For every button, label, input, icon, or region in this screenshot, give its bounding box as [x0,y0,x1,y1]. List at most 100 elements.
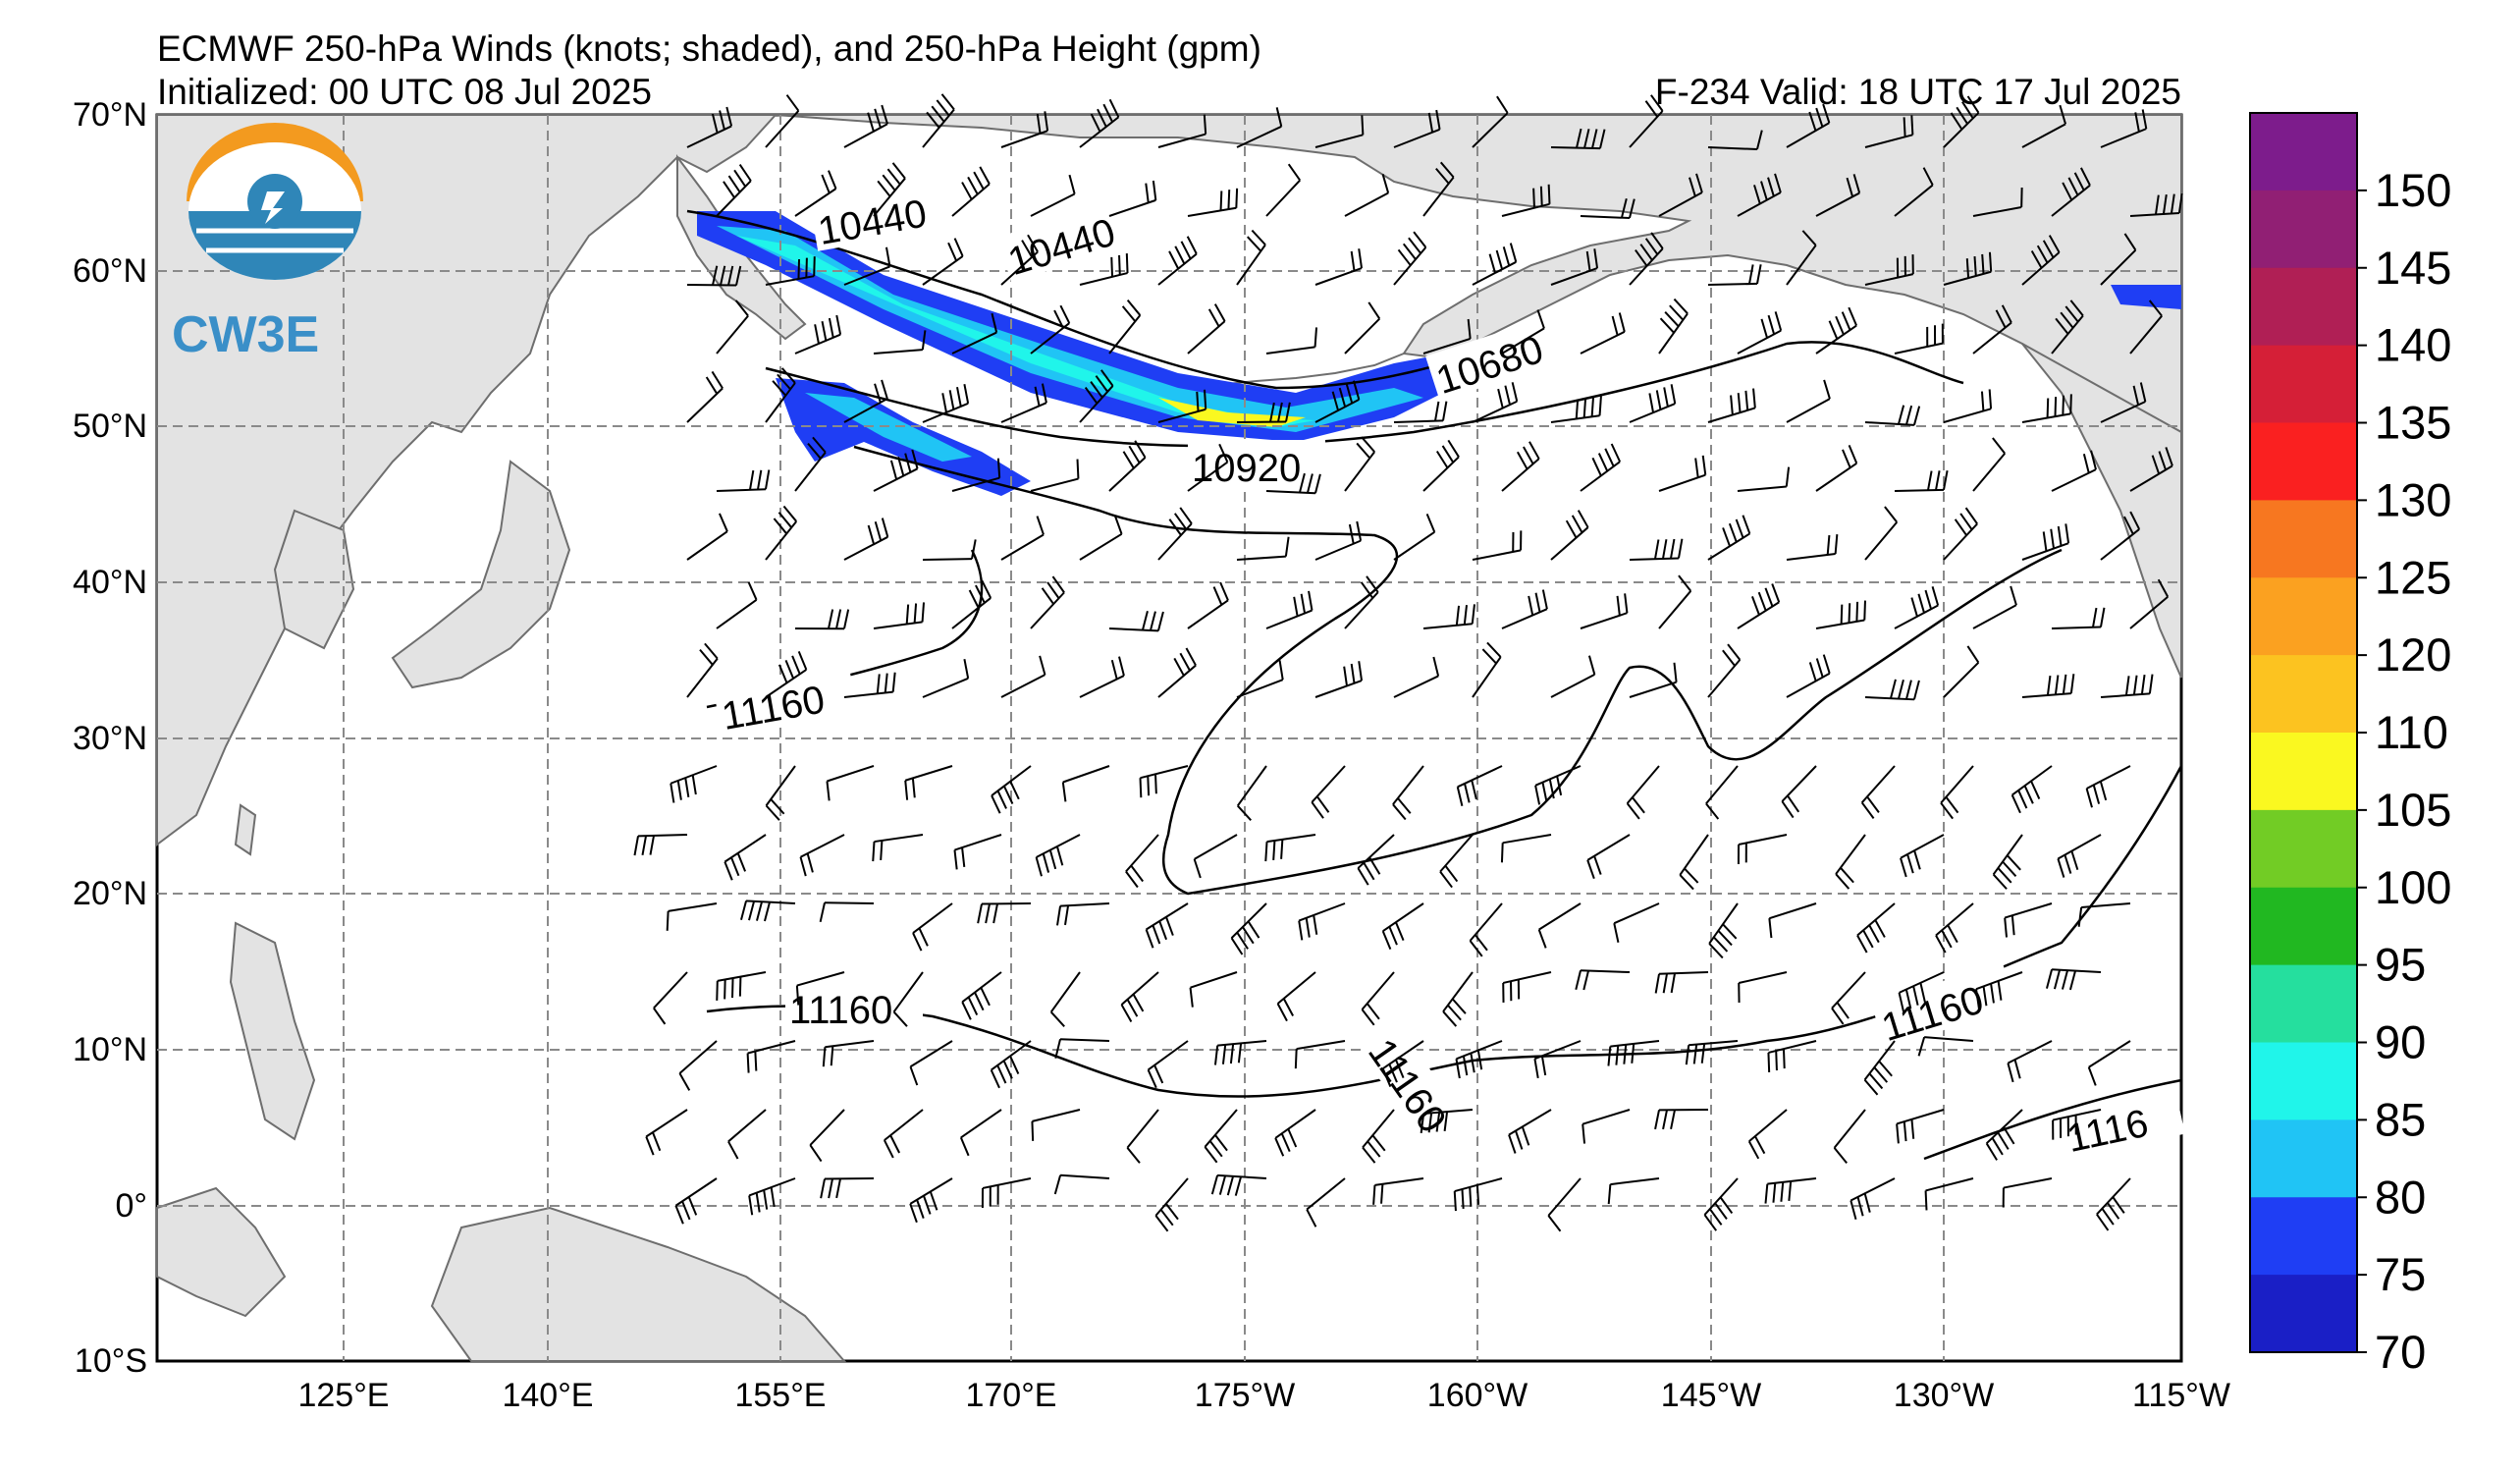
wind-barb [1125,834,1159,889]
wind-barb [843,246,891,286]
colorbar-band [2250,733,2357,811]
wind-barb [1344,575,1379,629]
wind-barb [1658,574,1692,629]
wind-barb [873,449,919,492]
gridlines [157,115,2181,1361]
wind-barb [795,971,845,1006]
wind-barb [1000,234,1039,286]
wind-barb [2051,450,2097,492]
wind-shading [697,211,2181,496]
wind-barb [2002,1177,2053,1208]
wind-barb [2085,765,2131,808]
wind-barb [1157,647,1197,698]
wind-barb [716,581,758,629]
wind-barb [1157,236,1198,286]
colorbar-band [2250,190,2357,269]
wind-barb [1550,248,1599,286]
wind-barb [1000,655,1046,698]
lat-labels: 70°N 60°N 50°N 40°N 30°N 20°N 10°N 0° 10… [73,96,147,1380]
wind-barb [1786,230,1817,286]
contour-10680 [765,341,1964,448]
wind-barb [1737,583,1781,629]
wind-barb [2004,902,2053,938]
colorbar-label: 85 [2375,1093,2426,1145]
wind-barb [1864,679,1920,701]
wind-barb [1236,765,1267,821]
wind-barb [873,330,927,355]
wind-barb [1815,600,1866,629]
wind-barb [724,834,767,881]
wind-barb [740,900,796,922]
wind-barb [765,94,800,148]
wind-barb [2096,1177,2131,1231]
wind-barb [1236,536,1290,561]
wind-barb [1422,604,1475,629]
wind-barb [1453,1177,1503,1212]
wind-barb [1864,115,1914,148]
wind-barb [1860,765,1896,819]
wind-barb [820,1177,875,1199]
wind-barb [951,312,998,355]
colorbar-band [2250,1119,2357,1198]
wind-barb [1392,765,1424,821]
wind-barb [686,106,733,148]
wind-barb [716,469,771,492]
wind-barb [1768,902,1817,939]
wind-barb [1629,538,1684,561]
wind-barb [1547,1177,1582,1232]
colorbar-label: 95 [2375,939,2426,991]
wind-barb [1972,437,2006,492]
new-guinea-land [430,1206,847,1362]
wind-barb [1654,1109,1709,1130]
wind-barb [2100,109,2148,148]
wind-barb [1393,401,1448,423]
contour-label: 11160 [789,989,892,1032]
wind-barb [2051,167,2091,217]
lon-label: 175°W [1195,1377,1295,1414]
wind-barb [1362,1109,1395,1164]
lon-label: 160°W [1427,1377,1528,1414]
alaska-land [775,114,2182,434]
wind-barb [1079,369,1114,423]
wind-barb [1193,834,1238,879]
colorbar-label: 145 [2375,242,2451,294]
lat-label: 50°N [73,408,147,445]
lon-label: 130°W [1894,1377,1994,1414]
wind-barb [748,1177,796,1216]
wind-barb [2100,674,2154,698]
wind-barb [2087,1040,2131,1086]
wind-barb [1157,507,1193,561]
wind-barb [873,602,926,629]
colorbar-band [2250,113,2357,191]
jet-core-shading [1158,398,1306,427]
wind-barb [809,1109,845,1163]
wind-barb [1442,971,1474,1027]
contour-labels: 10440 10440 10680 10920 11160 11160 1116… [713,181,2185,1165]
wind-barb [1344,174,1390,217]
wind-barb [2129,193,2183,217]
wind-barb [1737,311,1783,355]
wind-barb [922,238,964,286]
lon-label: 140°E [502,1377,593,1414]
wind-barb [922,658,970,698]
colorbar-band [2250,500,2357,578]
wind-barb [1815,174,1861,217]
wind-barb [1533,1040,1582,1079]
wind-barb [1864,506,1899,561]
wind-barb [1864,254,1914,286]
wind-barb [1314,520,1363,561]
wind-barb [765,367,796,423]
wind-barb [1393,109,1441,148]
colorbar-label: 90 [2375,1016,2426,1068]
wind-barb [1679,834,1709,891]
wind-barb [922,93,955,148]
wind-barb [1157,114,1207,148]
wind-barb [1900,834,1945,878]
wind-barb [2021,104,2066,148]
wind-barb [819,901,875,923]
wind-barb [892,971,924,1027]
wind-barb [1943,251,1993,286]
wind-barb [1357,834,1395,886]
logo-sun-arc [187,123,363,201]
wind-barb [1501,441,1540,492]
